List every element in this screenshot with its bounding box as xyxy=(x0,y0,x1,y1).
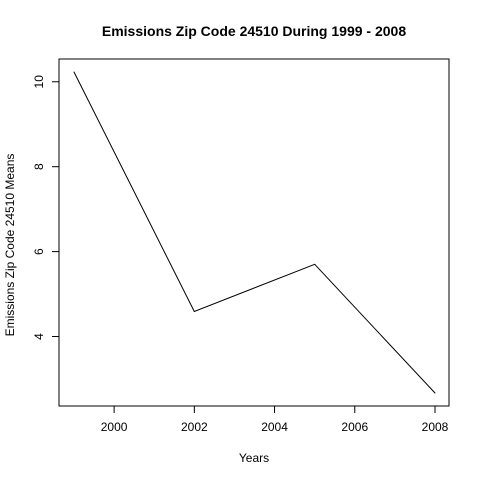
data-point xyxy=(73,71,75,73)
y-tick-label: 6 xyxy=(32,248,46,255)
y-axis: 4 6 8 10 xyxy=(32,75,59,340)
plot-frame xyxy=(58,58,450,407)
data-point xyxy=(434,392,436,394)
y-tick-label: 4 xyxy=(32,333,46,340)
series-line xyxy=(73,71,436,394)
data-point xyxy=(314,263,316,265)
y-axis-label: Emissions Zip Code 24510 Means xyxy=(3,154,17,337)
y-tick-label: 10 xyxy=(32,75,46,89)
x-axis: 2000 2002 2004 2006 2008 xyxy=(101,406,449,434)
x-tick-label: 2002 xyxy=(181,420,208,434)
data-points xyxy=(73,71,436,394)
data-point xyxy=(193,310,195,312)
x-tick-label: 2000 xyxy=(101,420,128,434)
y-tick-label: 8 xyxy=(32,163,46,170)
x-tick-label: 2004 xyxy=(261,420,288,434)
x-tick-label: 2008 xyxy=(422,420,449,434)
x-axis-label: Years xyxy=(239,451,269,465)
x-tick-label: 2006 xyxy=(341,420,368,434)
chart-title: Emissions Zip Code 24510 During 1999 - 2… xyxy=(102,23,406,39)
